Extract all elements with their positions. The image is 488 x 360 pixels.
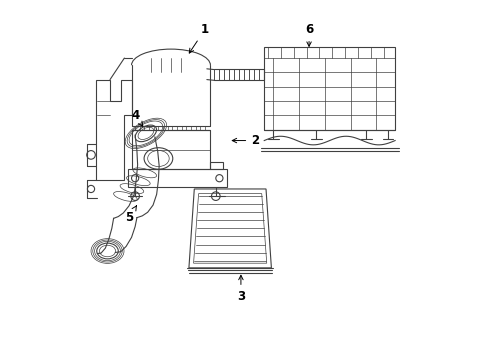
Text: 5: 5 <box>124 206 136 224</box>
Text: 4: 4 <box>131 109 142 126</box>
Text: 2: 2 <box>232 134 259 147</box>
Text: 6: 6 <box>305 23 312 46</box>
Text: 3: 3 <box>236 275 244 303</box>
Text: 1: 1 <box>189 23 209 53</box>
